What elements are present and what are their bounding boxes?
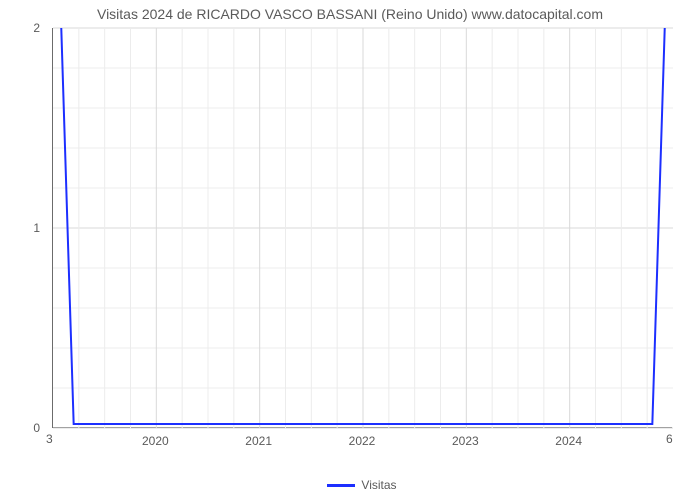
plot-svg — [53, 28, 673, 428]
legend-label: Visitas — [361, 478, 396, 492]
legend-swatch — [327, 484, 355, 487]
x-tick-label: 2023 — [452, 434, 479, 448]
y-tick-label: 1 — [33, 221, 40, 235]
x-tick-label: 2020 — [142, 434, 169, 448]
y-axis-labels: 2 1 0 — [0, 28, 46, 428]
x-tick-label: 2021 — [245, 434, 272, 448]
chart-title: Visitas 2024 de RICARDO VASCO BASSANI (R… — [0, 6, 700, 22]
x-axis-labels: 2020 2021 2022 2023 2024 — [52, 428, 672, 448]
y-tick-label: 0 — [33, 421, 40, 435]
x-secondary-left-label: 3 — [46, 432, 53, 446]
x-tick-label: 2022 — [349, 434, 376, 448]
y-tick-label: 2 — [33, 21, 40, 35]
chart-container: Visitas 2024 de RICARDO VASCO BASSANI (R… — [0, 0, 700, 500]
legend: Visitas — [52, 477, 672, 492]
x-tick-label: 2024 — [555, 434, 582, 448]
x-secondary-right-label: 6 — [666, 432, 673, 446]
plot-area — [52, 28, 672, 428]
